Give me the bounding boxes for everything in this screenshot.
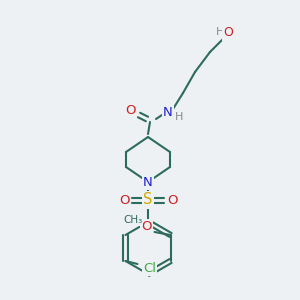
Text: Cl: Cl xyxy=(143,262,156,275)
Text: H: H xyxy=(175,112,183,122)
Text: O: O xyxy=(141,220,152,233)
Text: H: H xyxy=(216,27,224,37)
Text: N: N xyxy=(143,176,153,188)
Text: O: O xyxy=(223,26,233,40)
Text: O: O xyxy=(167,194,177,206)
Text: CH₃: CH₃ xyxy=(123,215,142,225)
Text: N: N xyxy=(163,106,173,119)
Text: O: O xyxy=(126,103,136,116)
Text: O: O xyxy=(119,194,129,206)
Text: S: S xyxy=(143,193,153,208)
